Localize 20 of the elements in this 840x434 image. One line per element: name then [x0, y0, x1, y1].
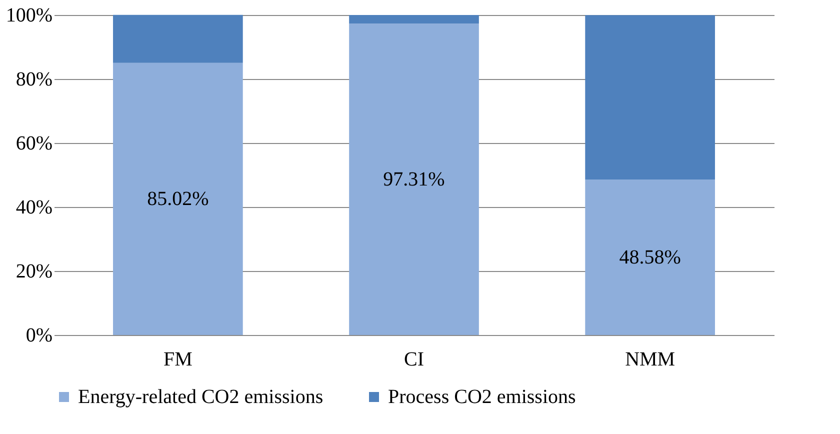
bar: [585, 15, 715, 180]
x-tick-label: FM: [163, 348, 193, 370]
data-label: 85.02%: [147, 188, 209, 210]
bar: [349, 24, 479, 335]
y-tick-label: 40%: [16, 196, 52, 218]
y-tick-label: 80%: [16, 68, 52, 90]
y-tick-label: 20%: [16, 260, 52, 282]
y-tick-label: 0%: [26, 324, 52, 346]
data-label: 97.31%: [383, 168, 445, 190]
data-label: 48.58%: [619, 246, 681, 268]
y-tick-label: 100%: [6, 4, 52, 26]
bar: [113, 62, 243, 335]
x-tick-label: CI: [404, 348, 424, 370]
bar: [585, 180, 715, 335]
legend-label: Process CO2 emissions: [388, 386, 576, 408]
y-tick-label: 60%: [16, 132, 52, 154]
bar: [113, 14, 243, 63]
x-tick-label: NMM: [625, 348, 676, 370]
bar: [349, 14, 479, 24]
legend-label: Energy-related CO2 emissions: [78, 386, 324, 408]
